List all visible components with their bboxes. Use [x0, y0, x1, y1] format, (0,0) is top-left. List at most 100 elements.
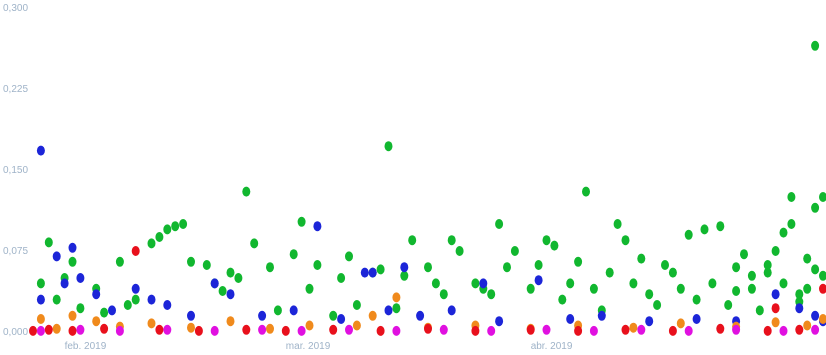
- data-point-series-4: [819, 283, 826, 294]
- data-point-series-1: [716, 221, 725, 232]
- data-point-series-4: [131, 246, 140, 256]
- data-point-series-4: [795, 324, 804, 335]
- data-point-series-1: [471, 278, 480, 289]
- data-point-series-1: [811, 202, 820, 213]
- data-point-series-3: [92, 316, 101, 327]
- data-point-series-1: [684, 229, 693, 240]
- data-point-series-1: [289, 249, 298, 260]
- data-point-series-1: [155, 232, 164, 242]
- data-point-series-4: [29, 325, 37, 336]
- data-point-series-2: [360, 267, 369, 278]
- data-point-series-3: [368, 310, 377, 321]
- data-point-series-1: [668, 267, 677, 278]
- data-point-series-1: [795, 289, 804, 300]
- data-point-series-1: [582, 186, 590, 197]
- data-point-series-5: [392, 325, 401, 336]
- data-point-series-4: [771, 303, 780, 314]
- data-point-series-2: [76, 273, 85, 283]
- y-tick-label: 0,075: [3, 246, 28, 257]
- data-point-series-4: [668, 325, 677, 336]
- data-point-series-1: [202, 260, 211, 270]
- data-point-series-1: [147, 238, 156, 249]
- data-point-series-4: [329, 324, 338, 335]
- data-point-series-4: [574, 325, 583, 336]
- data-point-series-1: [297, 216, 306, 227]
- data-point-series-1: [542, 235, 551, 246]
- data-point-series-1: [273, 305, 282, 316]
- data-point-series-2: [313, 221, 322, 232]
- data-point-series-1: [68, 256, 77, 267]
- data-point-series-1: [763, 267, 772, 278]
- data-point-series-1: [803, 283, 812, 294]
- data-point-series-2: [795, 303, 804, 314]
- data-point-series-1: [732, 262, 741, 273]
- y-tick-label: 0,000: [3, 327, 28, 338]
- data-point-series-1: [534, 260, 543, 270]
- data-point-series-5: [542, 324, 551, 335]
- x-tick-label: feb. 2019: [65, 341, 107, 352]
- data-point-series-1: [100, 307, 109, 318]
- data-point-series-1: [732, 286, 741, 296]
- data-point-series-2: [479, 278, 488, 289]
- data-point-series-1: [740, 249, 748, 260]
- data-point-series-1: [558, 294, 567, 305]
- data-point-series-1: [803, 253, 812, 264]
- data-point-series-5: [345, 324, 353, 335]
- data-point-series-5: [439, 324, 448, 335]
- data-point-series-4: [242, 324, 251, 335]
- data-point-series-1: [676, 283, 685, 294]
- data-point-series-4: [424, 323, 432, 334]
- data-point-series-1: [44, 237, 53, 248]
- data-point-series-5: [258, 324, 267, 335]
- data-point-series-2: [131, 283, 140, 294]
- data-point-series-1: [787, 192, 796, 202]
- data-point-series-4: [716, 323, 725, 334]
- data-point-series-1: [424, 262, 432, 273]
- data-point-series-4: [194, 325, 203, 336]
- data-point-series-1: [763, 260, 772, 270]
- y-tick-label: 0,300: [3, 3, 28, 14]
- data-point-series-1: [645, 289, 654, 300]
- data-point-series-4: [44, 324, 53, 335]
- y-axis: 0,000 0,075 0,150 0,225 0,300: [3, 3, 28, 338]
- data-point-series-1: [510, 246, 519, 256]
- data-point-series-1: [589, 283, 598, 294]
- data-point-series-1: [692, 294, 701, 305]
- data-point-series-1: [811, 264, 820, 275]
- x-tick-label: abr. 2019: [531, 341, 573, 352]
- data-point-series-2: [147, 294, 156, 305]
- data-point-series-1: [700, 224, 709, 235]
- data-point-series-1: [819, 270, 826, 281]
- data-point-series-2: [416, 310, 425, 321]
- data-point-series-1: [637, 253, 646, 264]
- x-axis: feb. 2019 mar. 2019 abr. 2019: [65, 341, 573, 352]
- data-point-series-1: [629, 278, 638, 289]
- data-point-series-5: [487, 325, 496, 336]
- y-tick-label: 0,225: [3, 84, 28, 95]
- data-point-series-1: [76, 303, 85, 314]
- data-point-series-2: [692, 314, 701, 324]
- data-point-series-4: [100, 323, 109, 334]
- data-point-series-1: [52, 294, 61, 305]
- data-point-series-1: [819, 192, 826, 202]
- data-point-series-2: [811, 310, 820, 321]
- data-point-series-5: [637, 324, 646, 335]
- data-point-series-5: [36, 325, 45, 336]
- data-point-series-1: [250, 238, 259, 249]
- data-point-series-3: [226, 316, 235, 327]
- data-point-series-1: [708, 278, 717, 289]
- data-point-series-1: [605, 267, 614, 278]
- data-point-series-1: [313, 260, 322, 270]
- data-point-series-4: [68, 325, 77, 336]
- data-point-series-1: [755, 305, 764, 316]
- data-point-series-1: [574, 256, 583, 267]
- data-point-series-5: [684, 325, 693, 336]
- data-point-series-3: [803, 320, 812, 331]
- data-point-series-1: [226, 267, 235, 278]
- data-point-series-2: [36, 145, 45, 156]
- data-point-series-1: [431, 278, 440, 289]
- data-point-series-3: [68, 310, 77, 321]
- data-point-series-1: [218, 286, 227, 296]
